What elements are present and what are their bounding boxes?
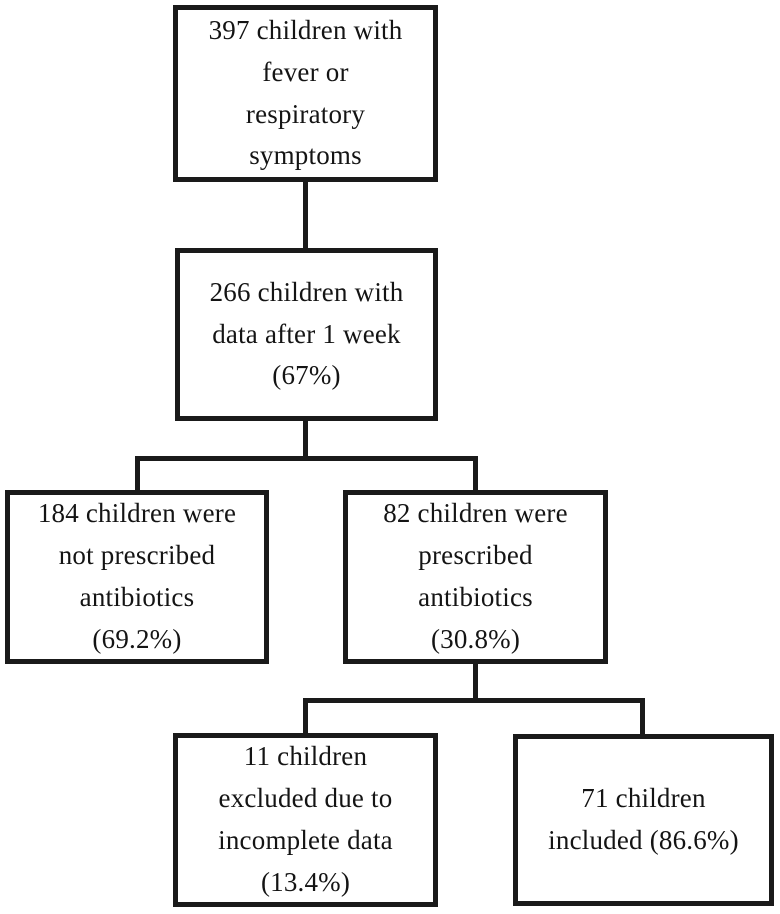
flow-node-followup-data-label: 266 children with data after 1 week (67%… [209, 276, 404, 391]
connector-branch2-left-drop [303, 698, 308, 735]
flow-node-prescribed-antibiotics-label: 82 children were prescribed antibiotics … [383, 498, 568, 654]
flow-node-total-children-label: 397 children with fever or respiratory s… [208, 14, 403, 171]
flow-node-followup-data: 266 children with data after 1 week (67%… [175, 248, 438, 421]
connector-branch1-right-drop [473, 456, 478, 492]
connector-branch1-left-drop [135, 456, 140, 492]
connector-antibiotics-stem [473, 662, 478, 703]
flow-node-included: 71 children included (86.6%) [513, 734, 774, 906]
flow-node-excluded-incomplete-data: 11 children excluded due to incomplete d… [173, 733, 438, 907]
connector-branch1-horizontal [135, 456, 478, 461]
flow-node-included-label: 71 children included (86.6%) [548, 783, 739, 855]
flow-node-excluded-incomplete-data-label: 11 children excluded due to incomplete d… [218, 741, 393, 897]
flow-node-not-prescribed-antibiotics: 184 children were not prescribed antibio… [5, 490, 269, 664]
flow-node-total-children: 397 children with fever or respiratory s… [173, 5, 438, 182]
flow-node-prescribed-antibiotics: 82 children were prescribed antibiotics … [343, 490, 608, 664]
connector-branch2-right-drop [640, 698, 645, 736]
connector-followup-stem [303, 419, 308, 461]
connector-branch2-horizontal [303, 698, 645, 703]
connector-total-to-followup [303, 180, 308, 250]
flow-node-not-prescribed-antibiotics-label: 184 children were not prescribed antibio… [37, 498, 237, 654]
